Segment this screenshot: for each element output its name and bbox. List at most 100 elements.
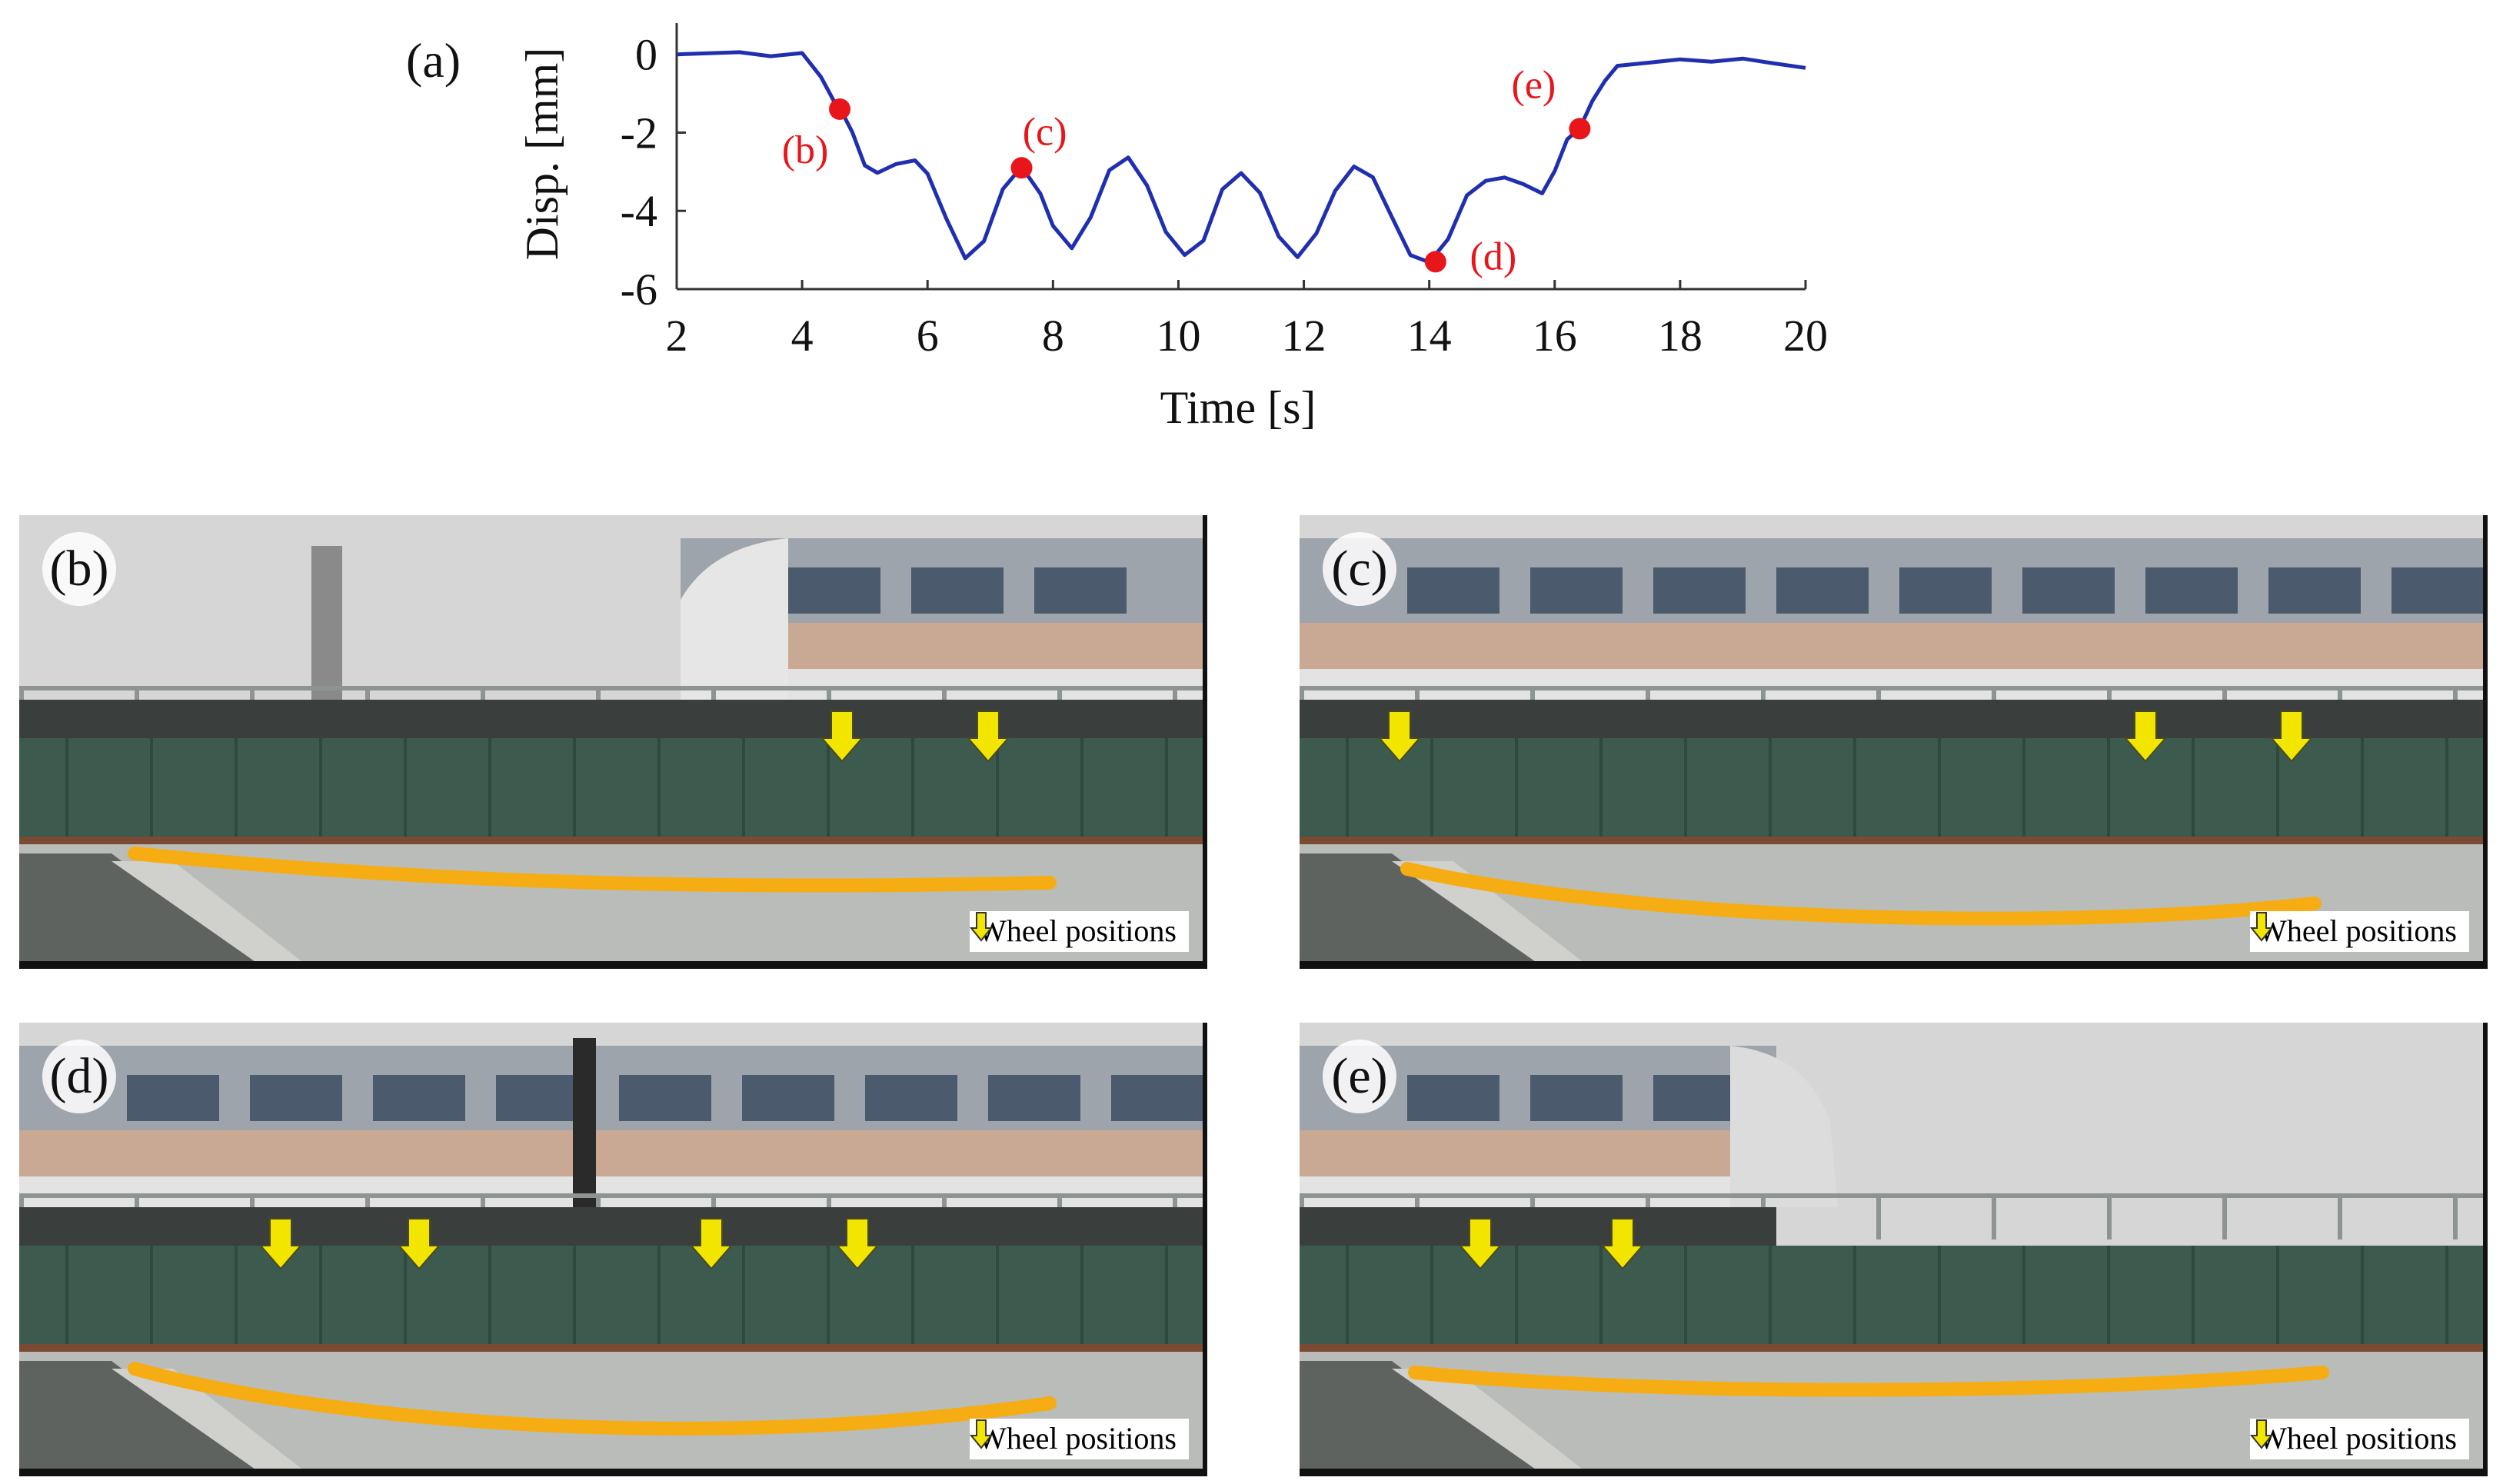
train-skirt	[19, 1176, 1203, 1207]
girder-stiffener	[2192, 738, 2195, 838]
girder-stiffener	[65, 738, 68, 838]
girder-stiffener	[657, 738, 661, 838]
girder-stiffener	[1853, 1246, 1856, 1346]
train-window	[619, 1075, 711, 1121]
girder-stiffener	[1346, 1246, 1349, 1346]
abutment-slope	[112, 861, 302, 961]
girder-stiffener	[2192, 1246, 2195, 1346]
wheel-arrow-icon	[2250, 1419, 2274, 1449]
legend-text-c: Wheel positions	[2258, 913, 2457, 948]
train-stripe	[1300, 1130, 1776, 1176]
abutment-slope	[1392, 861, 1583, 961]
train-window	[2145, 567, 2238, 614]
girder-stiffener	[742, 1246, 745, 1346]
girder-stiffener	[1430, 1246, 1433, 1346]
girder-stiffener	[2361, 738, 2364, 838]
girder-stiffener	[1346, 738, 1349, 838]
legend-text-b: Wheel positions	[977, 913, 1177, 948]
girder-stiffener	[1080, 1246, 1083, 1346]
handrail	[19, 1193, 1203, 1198]
girder-stiffener	[1165, 738, 1168, 838]
x-tick-label: 8	[1042, 311, 1064, 361]
train-window	[1034, 567, 1127, 614]
train-window	[250, 1075, 342, 1121]
wheel-position-arrow	[2123, 710, 2168, 763]
bridge-girder	[19, 738, 1203, 838]
wheel-position-arrow	[258, 1218, 303, 1270]
deflection-curve	[128, 847, 1057, 893]
marker-point	[829, 98, 851, 120]
girder-stiffener	[319, 738, 322, 838]
x-tick-label: 20	[1783, 311, 1828, 361]
x-tick-label: 14	[1407, 311, 1452, 361]
train-window	[1407, 1075, 1499, 1121]
bridge-scene-e	[1300, 1023, 2483, 1469]
girder-stiffener	[1080, 738, 1083, 838]
wheel-position-arrow	[2269, 710, 2314, 763]
displacement-chart: (a) Disp. [mm] Time [s] 2 4 6 8 10 12 14 16 18 20…	[406, 23, 1828, 433]
train-window	[2268, 567, 2361, 614]
girder-stiffener	[1599, 738, 1603, 838]
wheel-position-arrow	[1458, 1218, 1503, 1270]
girder-stiffener	[150, 1246, 153, 1346]
wheel-arrow-icon	[970, 912, 994, 942]
girder-stiffener	[1853, 738, 1856, 838]
girder-stiffener	[488, 1246, 491, 1346]
y-axis-label: Disp. [mm]	[517, 48, 568, 261]
girder-stiffener	[2445, 738, 2448, 838]
deflection-curve	[1400, 862, 2322, 926]
train-window	[988, 1075, 1080, 1121]
girder-stiffener	[827, 738, 830, 838]
girder-stiffener	[1938, 738, 1941, 838]
handrail-post	[2107, 1193, 2112, 1239]
wheel-positions-legend-e: Wheel positions	[2250, 1419, 2469, 1459]
bridge-girder	[1300, 738, 2483, 838]
marker-point	[1010, 157, 1033, 179]
handrail-post	[2222, 1193, 2227, 1239]
girder-stiffener	[2022, 1246, 2025, 1346]
girder-stiffener	[150, 738, 153, 838]
marker-label: (e)	[1512, 63, 1556, 107]
girder-stiffener	[911, 738, 914, 838]
x-tick-label: 4	[791, 311, 814, 361]
undercarriage	[1300, 700, 2483, 738]
handrail	[19, 686, 1203, 690]
series-line	[676, 50, 1806, 265]
girder-stiffener	[235, 738, 238, 838]
girder-flange	[1300, 1344, 2483, 1352]
panel-label-e: (e)	[1323, 1040, 1396, 1113]
bridge-girder	[19, 1246, 1203, 1346]
girder-stiffener	[65, 1246, 68, 1346]
train-window	[911, 567, 1004, 614]
wheel-position-arrow	[397, 1218, 441, 1270]
marker-point	[1424, 251, 1446, 273]
handrail-post	[1992, 1193, 1996, 1239]
wheel-positions-legend-d: Wheel positions	[970, 1419, 1189, 1459]
bridge-girder	[1300, 1246, 2483, 1346]
bridge-scene-d	[19, 1023, 1203, 1469]
x-tick-label: 6	[917, 311, 939, 361]
x-tick-label: 18	[1658, 311, 1703, 361]
train-window	[2022, 567, 2115, 614]
girder-stiffener	[2276, 738, 2279, 838]
x-tick-label: 16	[1533, 311, 1577, 361]
handrail	[1300, 686, 2483, 690]
girder-stiffener	[1684, 1246, 1687, 1346]
girder-stiffener	[2107, 1246, 2110, 1346]
photo-panel-c: (c) Wheel positions	[1300, 515, 2488, 969]
wheel-position-arrow	[966, 710, 1010, 763]
marker-label: (b)	[782, 128, 829, 172]
girder-stiffener	[1938, 1246, 1941, 1346]
abutment	[19, 1361, 255, 1469]
train-skirt	[1300, 1176, 1776, 1207]
girder-stiffener	[2107, 738, 2110, 838]
girder-stiffener	[1769, 1246, 1772, 1346]
girder-stiffener	[657, 1246, 661, 1346]
wheel-position-arrow	[835, 1218, 880, 1270]
girder-stiffener	[2361, 1246, 2364, 1346]
train-window	[1530, 567, 1623, 614]
train-window	[742, 1075, 834, 1121]
girder-stiffener	[573, 738, 576, 838]
girder-flange	[1300, 837, 2483, 844]
girder-stiffener	[1684, 738, 1687, 838]
